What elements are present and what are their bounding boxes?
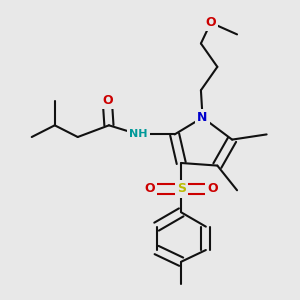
Text: S: S	[177, 182, 186, 196]
Text: NH: NH	[129, 129, 148, 140]
Text: O: O	[145, 182, 155, 196]
Text: O: O	[102, 94, 112, 107]
Text: O: O	[207, 182, 218, 196]
Text: O: O	[206, 16, 216, 29]
Text: N: N	[197, 111, 208, 124]
